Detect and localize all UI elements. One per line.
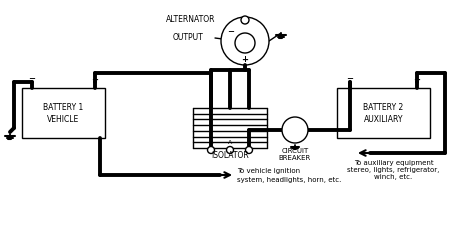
- Text: 1: 1: [209, 140, 213, 144]
- Text: −: −: [346, 74, 354, 83]
- Circle shape: [282, 117, 308, 143]
- Text: −: −: [228, 28, 235, 37]
- Text: 2: 2: [247, 140, 251, 144]
- Circle shape: [241, 16, 249, 24]
- Text: +: +: [241, 55, 248, 64]
- Text: +: +: [91, 74, 99, 83]
- Text: system, headlights, horn, etc.: system, headlights, horn, etc.: [237, 177, 341, 183]
- Text: −: −: [28, 74, 36, 83]
- Circle shape: [246, 146, 253, 153]
- Text: OUTPUT: OUTPUT: [172, 33, 203, 42]
- Text: BREAKER: BREAKER: [279, 155, 311, 161]
- Text: winch, etc.: winch, etc.: [374, 174, 413, 180]
- Text: BATTERY 1: BATTERY 1: [44, 103, 83, 112]
- Text: +: +: [413, 74, 420, 83]
- Text: BATTERY 2: BATTERY 2: [364, 103, 404, 112]
- Text: To auxiliary equipment: To auxiliary equipment: [354, 160, 433, 166]
- Text: AUXILIARY: AUXILIARY: [364, 114, 403, 123]
- Circle shape: [208, 146, 215, 153]
- Text: To vehicle ignition: To vehicle ignition: [237, 168, 300, 174]
- Text: ISOLATOR: ISOLATOR: [211, 152, 249, 161]
- Text: A: A: [228, 140, 232, 144]
- Text: VEHICLE: VEHICLE: [47, 114, 80, 123]
- Bar: [337, 88, 430, 138]
- Text: CIRCUIT: CIRCUIT: [282, 148, 309, 154]
- Bar: [22, 88, 105, 138]
- Circle shape: [221, 17, 269, 65]
- Circle shape: [235, 33, 255, 53]
- Text: stereo, lights, refrigerator,: stereo, lights, refrigerator,: [347, 167, 440, 173]
- Circle shape: [227, 146, 234, 153]
- Text: ALTERNATOR: ALTERNATOR: [165, 16, 215, 24]
